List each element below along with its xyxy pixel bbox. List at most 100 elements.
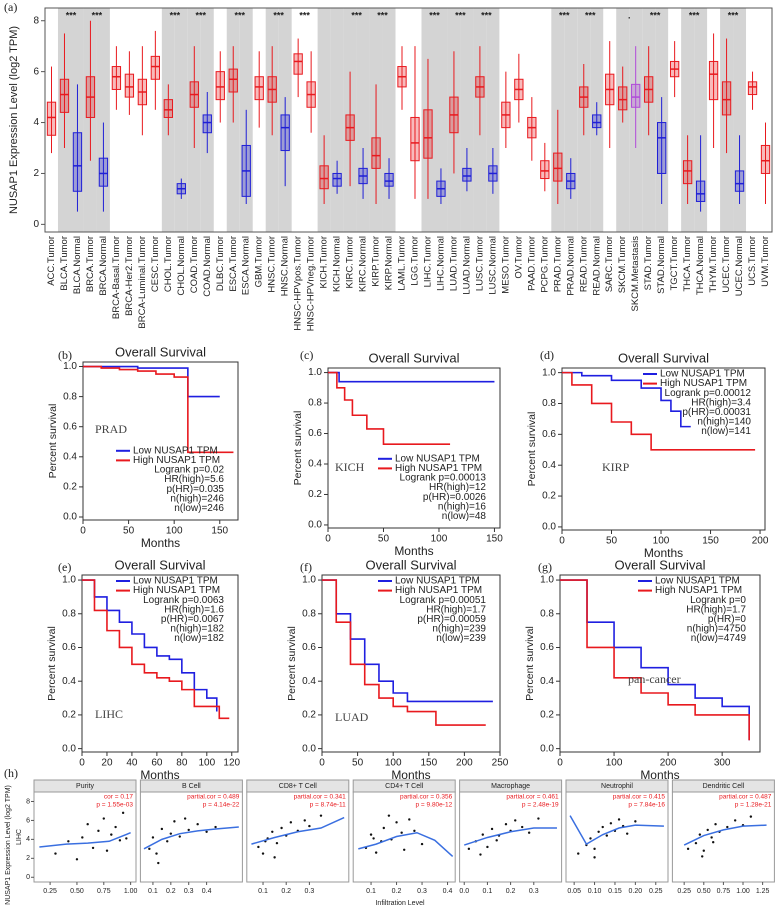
x-axis-title: Months bbox=[141, 536, 180, 550]
box bbox=[332, 172, 342, 187]
category-label: CHOL.Tumor bbox=[163, 236, 174, 292]
category-label: ACC.Tumor bbox=[46, 236, 57, 286]
box bbox=[215, 71, 225, 101]
stat-text: p(HR)=0.0067 bbox=[161, 614, 225, 625]
pair-band bbox=[681, 8, 695, 232]
x-axis-title: Months bbox=[640, 768, 679, 782]
stat-text: p = 1.55e-03 bbox=[96, 802, 133, 809]
y-tick-label: 0.2 bbox=[308, 489, 322, 500]
point bbox=[749, 815, 753, 818]
point bbox=[148, 847, 151, 851]
point bbox=[280, 826, 283, 830]
point bbox=[382, 826, 385, 830]
point bbox=[577, 852, 580, 855]
category-label: KICH.Normal bbox=[332, 236, 343, 292]
legend-label: High NUSAP1 TPM bbox=[395, 585, 482, 596]
box bbox=[747, 81, 758, 96]
x-tick-label: 50 bbox=[123, 526, 135, 537]
y-tick-label: 8 bbox=[33, 15, 39, 26]
chart-title: Overall Survival bbox=[368, 350, 459, 365]
point bbox=[169, 832, 173, 835]
y-tick-label: 1.0 bbox=[63, 361, 77, 372]
category-label: HNSC.Normal bbox=[280, 236, 291, 296]
point bbox=[275, 841, 279, 845]
category-label: PRAD.Normal bbox=[565, 236, 576, 296]
stat-text: n(high)=4750 bbox=[687, 624, 747, 635]
category-label: SKCM.Metastasis bbox=[630, 236, 641, 312]
category-label: BLCA.Normal bbox=[72, 236, 83, 294]
point bbox=[86, 823, 89, 826]
x-tick-label: 0.75 bbox=[97, 888, 111, 895]
stat-text: partial.cor = 0.489 bbox=[187, 794, 240, 801]
category-label: CHOL.Normal bbox=[176, 236, 187, 296]
x-tick-label: 150 bbox=[211, 526, 228, 537]
stat-text: n(low)=246 bbox=[174, 503, 224, 514]
category-label: UVM.Tumor bbox=[760, 236, 771, 287]
x-axis-title: Infiltration Level bbox=[375, 900, 424, 907]
significance: *** bbox=[728, 10, 739, 20]
stat-text: n(high)=182 bbox=[170, 624, 224, 635]
category-label: READ.Normal bbox=[591, 236, 602, 296]
category-label: GBM.Tumor bbox=[254, 236, 265, 287]
point bbox=[110, 833, 113, 836]
significance: *** bbox=[689, 10, 700, 20]
category-label: LUSC.Normal bbox=[487, 236, 498, 295]
chart-title: Overall Survival bbox=[114, 557, 205, 572]
category-label: MESO.Tumor bbox=[500, 236, 511, 294]
point bbox=[486, 845, 489, 849]
category-label: UCS.Tumor bbox=[747, 236, 758, 286]
y-tick-label: 1.0 bbox=[542, 367, 556, 378]
point bbox=[155, 852, 158, 855]
pair-band bbox=[460, 8, 474, 232]
point bbox=[597, 830, 600, 833]
point bbox=[303, 819, 306, 822]
trend-line bbox=[358, 831, 454, 857]
box bbox=[695, 180, 706, 202]
x-tick-label: 1.00 bbox=[736, 888, 750, 895]
x-tick-label: 0.05 bbox=[567, 888, 581, 895]
point bbox=[403, 848, 406, 851]
point bbox=[714, 823, 717, 826]
pair-band bbox=[317, 8, 331, 232]
plot-frame bbox=[81, 574, 239, 753]
point bbox=[601, 825, 604, 829]
category-label: UCEC.Tumor bbox=[721, 236, 732, 293]
y-tick-label: 0.0 bbox=[63, 512, 77, 523]
survival-curve bbox=[322, 579, 493, 703]
category-label: THCA.Normal bbox=[695, 236, 706, 295]
significance: *** bbox=[481, 10, 492, 20]
category-label: BRCA-Her2.Tumor bbox=[124, 236, 135, 316]
point bbox=[75, 858, 79, 861]
pair-band bbox=[96, 8, 110, 232]
y-tick-label: 0.8 bbox=[542, 398, 556, 409]
stat-text: p = 1.28e-21 bbox=[735, 802, 772, 809]
point bbox=[67, 840, 70, 843]
x-tick-label: 0.2 bbox=[392, 888, 402, 895]
stat-text: Logrank p=0 bbox=[690, 595, 746, 606]
plot-frame bbox=[671, 791, 775, 883]
stat-text: p(HR)=0.00031 bbox=[682, 407, 751, 418]
stat-text: HR(high)=1.7 bbox=[686, 604, 746, 615]
pair-band bbox=[330, 8, 344, 232]
point bbox=[609, 822, 613, 825]
point bbox=[527, 831, 531, 834]
significance: *** bbox=[66, 10, 77, 20]
x-tick-label: 0.3 bbox=[529, 888, 539, 895]
point bbox=[520, 825, 524, 829]
y-tick-label: 0.0 bbox=[540, 743, 554, 754]
x-tick-label: 0 bbox=[80, 526, 86, 537]
trend-line bbox=[39, 832, 131, 848]
x-tick-label: 0.50 bbox=[70, 888, 84, 895]
chart-title: Overall Survival bbox=[365, 557, 456, 572]
y-tick-label: 4 bbox=[26, 836, 30, 843]
x-tick-label: 0.2 bbox=[166, 888, 176, 895]
y-tick-label: 0.8 bbox=[62, 608, 76, 619]
x-tick-label: 0.4 bbox=[202, 888, 212, 895]
survival-curve bbox=[328, 371, 451, 445]
point bbox=[91, 846, 95, 850]
stat-text: p(HR)=0.035 bbox=[166, 484, 224, 495]
x-tick-label: 0.50 bbox=[697, 888, 711, 895]
x-tick-label: 50 bbox=[378, 534, 390, 545]
significance: *** bbox=[170, 10, 181, 20]
point bbox=[400, 831, 403, 834]
